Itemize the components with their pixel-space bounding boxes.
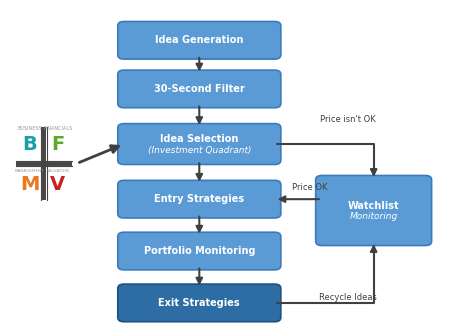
FancyBboxPatch shape <box>118 181 281 218</box>
Text: BUSINESS: BUSINESS <box>18 126 42 131</box>
Text: M: M <box>20 175 39 194</box>
Text: 30-Second Filter: 30-Second Filter <box>154 84 245 94</box>
FancyBboxPatch shape <box>118 284 281 322</box>
Text: Idea Generation: Idea Generation <box>155 35 244 45</box>
Text: Idea Selection: Idea Selection <box>160 134 238 144</box>
FancyBboxPatch shape <box>118 70 281 108</box>
FancyBboxPatch shape <box>118 232 281 270</box>
Text: MANAGEMENT: MANAGEMENT <box>15 169 45 173</box>
Text: B: B <box>22 135 37 154</box>
Text: (Investment Quadrant): (Investment Quadrant) <box>147 146 251 155</box>
FancyBboxPatch shape <box>118 124 281 164</box>
Text: Watchlist: Watchlist <box>348 201 400 211</box>
FancyBboxPatch shape <box>316 176 432 246</box>
Text: F: F <box>51 135 64 154</box>
Text: FINANCIALS: FINANCIALS <box>43 126 73 131</box>
Text: Recycle Ideas: Recycle Ideas <box>319 293 377 301</box>
Text: V: V <box>50 175 65 194</box>
Text: Exit Strategies: Exit Strategies <box>158 298 240 308</box>
Text: Price OK: Price OK <box>292 183 328 192</box>
Text: VALUATION: VALUATION <box>46 169 69 173</box>
Text: Entry Strategies: Entry Strategies <box>154 194 245 204</box>
FancyBboxPatch shape <box>118 22 281 59</box>
Text: Portfolio Monitoring: Portfolio Monitoring <box>144 246 255 256</box>
Text: Price isn't OK: Price isn't OK <box>320 115 375 124</box>
Text: Monitoring: Monitoring <box>349 213 398 221</box>
